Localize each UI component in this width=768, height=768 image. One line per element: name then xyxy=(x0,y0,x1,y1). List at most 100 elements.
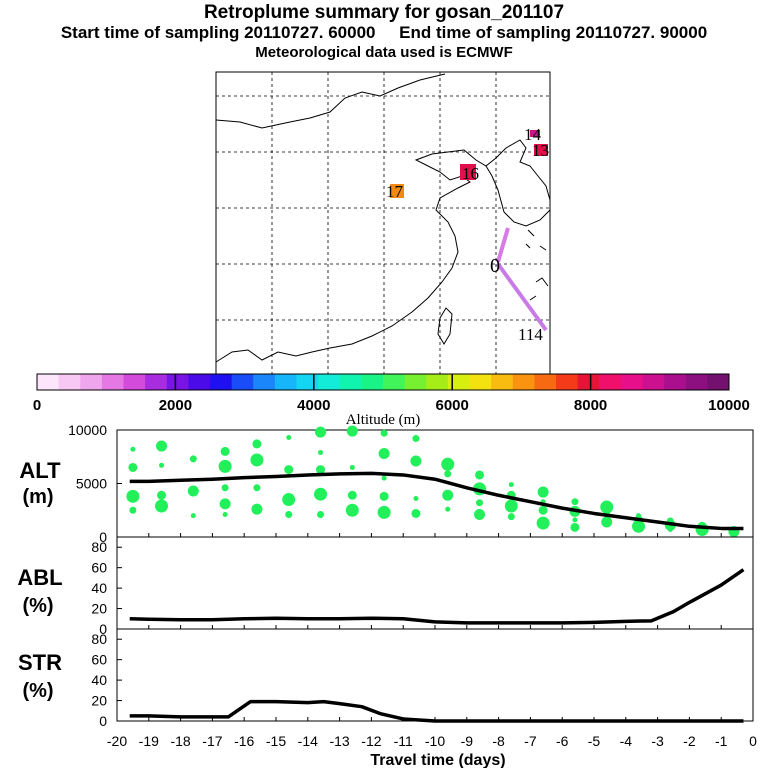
panel-label: STR xyxy=(18,650,62,675)
x-tick-label: -13 xyxy=(329,733,349,749)
altitude-cluster-point xyxy=(572,517,578,523)
panel-frame xyxy=(116,536,754,630)
x-tick-label: -12 xyxy=(361,733,381,749)
colorbar-swatch xyxy=(318,374,341,390)
y-tick-label: 40 xyxy=(91,580,107,596)
altitude-cluster-point xyxy=(286,434,292,440)
map-label-13: 13 xyxy=(532,141,549,160)
plume-marker-13 xyxy=(534,144,548,156)
panel-abl: 0 20 40 60 80 ABL (%) xyxy=(17,536,754,637)
colorbar-swatch xyxy=(58,374,81,390)
altitude-cluster-point xyxy=(218,459,232,473)
altitude-cluster-point xyxy=(187,485,199,497)
chart-title: Retroplume summary for gosan_201107 xyxy=(203,2,565,23)
y-tick-label: 60 xyxy=(91,652,107,668)
colorbar-swatch xyxy=(642,374,665,390)
altitude-cluster-point xyxy=(504,499,518,513)
altitude-cluster-point xyxy=(345,503,359,517)
altitude-cluster-point xyxy=(314,487,328,501)
map-label-0: 0 xyxy=(490,255,500,277)
altitude-cluster-point xyxy=(632,519,646,533)
altitude-cluster-point xyxy=(538,505,548,515)
abl-series-line xyxy=(129,568,745,625)
altitude-cluster-point xyxy=(317,511,325,519)
y-tick-label: 60 xyxy=(91,560,107,576)
colorbar-swatch xyxy=(231,374,254,390)
altitude-cluster-point xyxy=(221,484,229,492)
x-tick-label: -9 xyxy=(461,733,474,749)
altitude-cluster-point xyxy=(189,455,197,463)
colorbar-tick-label: 4000 xyxy=(297,397,330,414)
altitude-cluster-point xyxy=(507,513,515,521)
x-tick-label: -1 xyxy=(715,733,728,749)
altitude-cluster-point xyxy=(250,453,264,467)
altitude-cluster-point xyxy=(413,495,419,501)
altitude-cluster-point xyxy=(155,499,169,513)
colorbar-swatch xyxy=(101,374,124,390)
panel-label: ALT xyxy=(19,458,61,483)
altitude-cluster-point xyxy=(475,470,485,480)
colorbar-tick-label: 2000 xyxy=(159,397,192,414)
plume-marker-17 xyxy=(390,184,404,198)
altitude-cluster-point xyxy=(130,446,136,452)
colorbar-frame xyxy=(36,373,730,391)
x-tick-label: 0 xyxy=(749,733,757,749)
altitude-colorbar: 0 2000 4000 6000 8000 10000 Altitude (m) xyxy=(33,373,750,428)
altitude-cluster-point xyxy=(284,465,294,475)
colorbar-swatch xyxy=(296,374,319,390)
altitude-cluster-point xyxy=(445,506,451,512)
map-panel: 14 13 16 17 0 114 xyxy=(215,71,551,375)
colorbar-swatch xyxy=(361,374,384,390)
colorbar-swatch xyxy=(599,374,622,390)
altitude-cluster-point xyxy=(315,426,327,438)
trajectory-segment-south xyxy=(496,262,548,332)
altitude-cluster-point xyxy=(381,475,387,481)
colorbar-swatch xyxy=(253,374,276,390)
colorbar-swatch xyxy=(534,374,557,390)
altitude-cluster-point xyxy=(444,470,452,478)
x-tick-label: -17 xyxy=(202,733,222,749)
altitude-cluster-point xyxy=(536,516,550,530)
altitude-cluster-point xyxy=(157,490,167,500)
altitude-cluster-point xyxy=(282,493,296,507)
colorbar-swatch xyxy=(383,374,406,390)
trajectory-segment-north xyxy=(496,227,510,263)
altitude-cluster-point xyxy=(190,513,196,519)
altitude-cluster-point xyxy=(571,498,579,506)
alt-series-line xyxy=(129,471,744,531)
colorbar-swatch xyxy=(620,374,643,390)
altitude-cluster-point xyxy=(377,505,391,519)
colorbar-swatch xyxy=(145,374,168,390)
map-label-14: 14 xyxy=(524,125,542,144)
colorbar-swatch xyxy=(577,374,600,390)
map-label-16: 16 xyxy=(462,164,479,183)
x-tick-label: -5 xyxy=(588,733,601,749)
plume-marker-16 xyxy=(460,164,476,180)
altitude-cluster-point xyxy=(600,500,614,514)
colorbar-swatch xyxy=(447,374,470,390)
x-tick-label: -2 xyxy=(683,733,696,749)
altitude-cluster-point xyxy=(667,527,673,533)
x-tick-label: -15 xyxy=(266,733,286,749)
altitude-cluster-point xyxy=(410,455,422,467)
altitude-cluster-point xyxy=(129,506,137,514)
y-tick-label: 80 xyxy=(91,631,107,647)
colorbar-swatch xyxy=(512,374,535,390)
colorbar-swatch xyxy=(404,374,427,390)
panel-unit: (m) xyxy=(22,486,53,508)
colorbar-swatch xyxy=(274,374,297,390)
altitude-cluster-point xyxy=(128,462,138,472)
y-tick-label: 5000 xyxy=(76,476,107,492)
colorbar-axis-label: Altitude (m) xyxy=(346,412,421,428)
altitude-cluster-point xyxy=(251,503,263,515)
altitude-cluster-point xyxy=(476,499,484,507)
y-tick-label: 10000 xyxy=(68,422,107,438)
altitude-cluster-point xyxy=(285,511,293,519)
y-tick-label: 0 xyxy=(99,529,107,545)
colorbar-swatch xyxy=(80,374,103,390)
str-series-line xyxy=(129,699,744,723)
altitude-cluster-point xyxy=(380,429,388,437)
colorbar-tick-label: 8000 xyxy=(574,397,607,414)
altitude-cluster-point xyxy=(570,522,580,532)
panel-unit: (%) xyxy=(22,595,53,617)
